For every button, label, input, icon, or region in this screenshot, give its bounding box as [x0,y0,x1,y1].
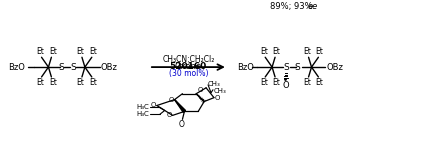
Text: ee: ee [307,2,318,11]
Text: S: S [70,63,76,72]
Text: Et: Et [89,47,97,56]
Text: Et: Et [304,47,312,56]
Text: H₃C: H₃C [136,111,149,117]
Text: O: O [282,81,289,90]
Text: Et: Et [89,78,97,87]
Text: S: S [283,63,289,72]
Polygon shape [175,100,186,112]
Text: Et: Et [260,47,268,56]
Text: O: O [215,95,220,101]
Text: OBz: OBz [326,63,343,72]
Text: Et: Et [260,78,268,87]
Text: H₃C: H₃C [136,104,149,111]
Text: BzO: BzO [8,63,25,72]
Text: CH₃: CH₃ [214,88,227,94]
Text: Et: Et [272,47,280,56]
Text: Et: Et [272,78,280,87]
Text: 89%; 93%: 89%; 93% [271,2,313,11]
Text: BzO: BzO [237,63,254,72]
Text: O: O [166,112,172,118]
Text: CH₃: CH₃ [208,81,221,87]
Text: Et: Et [315,47,324,56]
Text: (30 mol%): (30 mol%) [169,69,208,78]
Text: Et: Et [36,78,45,87]
Text: O: O [197,87,203,93]
Text: O: O [179,120,184,129]
Text: 520160: 520160 [170,62,207,71]
Text: Et: Et [50,78,57,87]
Text: O: O [151,102,156,108]
Text: Et: Et [304,78,312,87]
Text: Oxone: Oxone [175,62,202,71]
Text: OBz: OBz [100,63,117,72]
Text: Et: Et [36,47,45,56]
Text: Et: Et [76,78,84,87]
Text: S: S [295,63,301,72]
Text: Et: Et [50,47,57,56]
Text: Et: Et [76,47,84,56]
Text: Et: Et [315,78,324,87]
Text: S: S [59,63,64,72]
Text: O: O [168,97,173,103]
Text: CH₃CN:CH₂Cl₂: CH₃CN:CH₂Cl₂ [162,55,215,64]
